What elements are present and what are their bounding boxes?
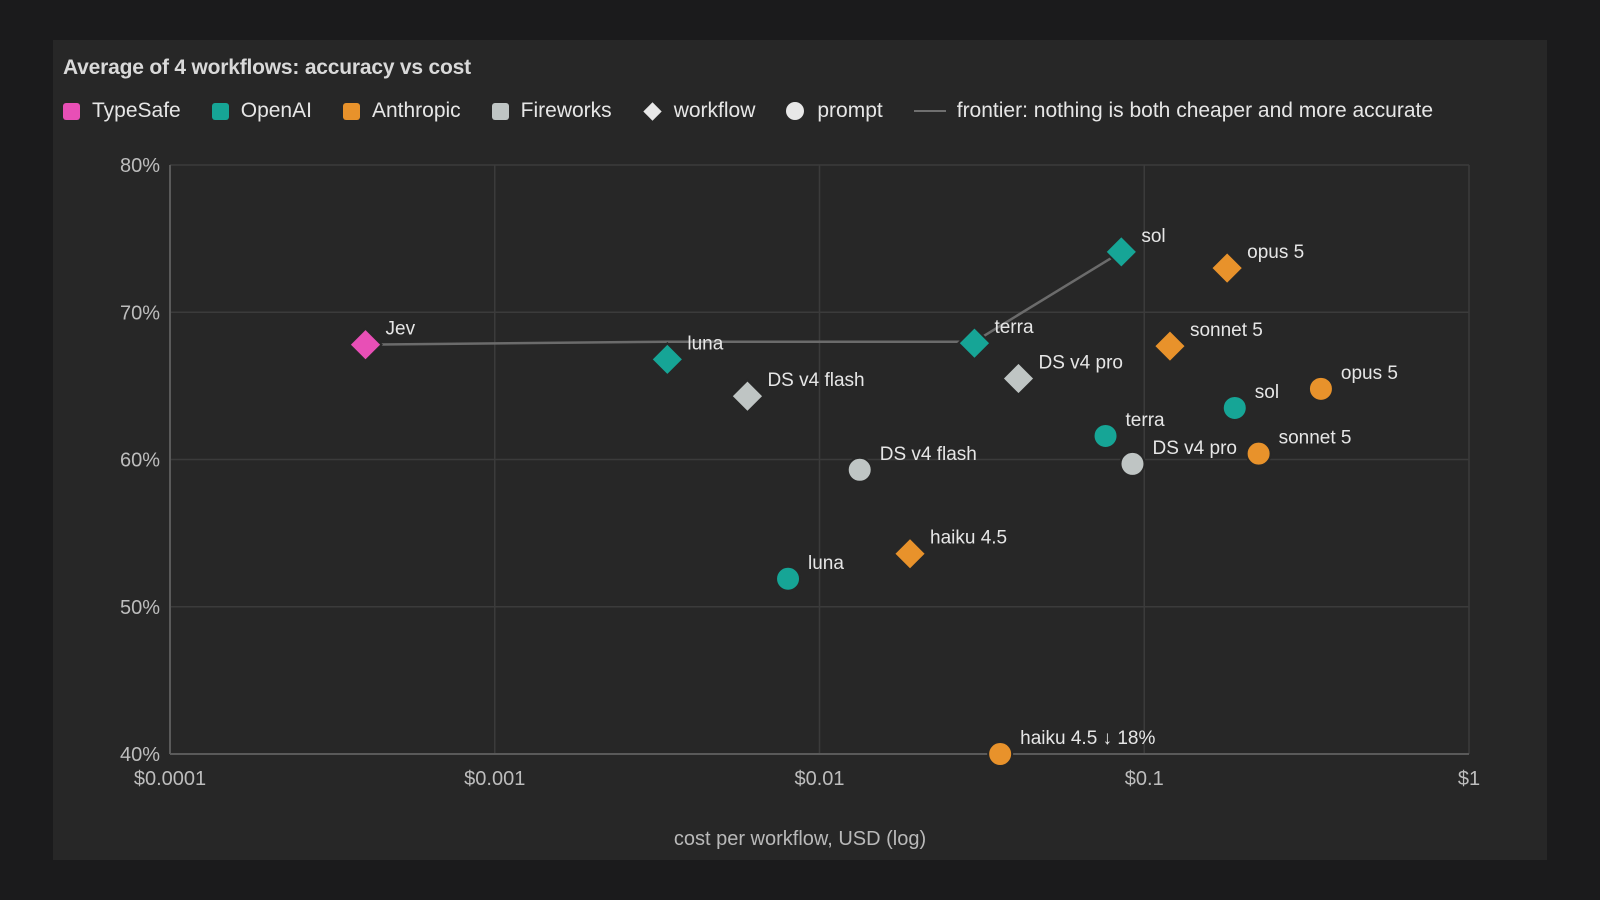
legend-item-openai: OpenAI [211, 99, 312, 123]
legend-swatch-anthropic [342, 102, 360, 120]
point-workflow [892, 536, 928, 572]
point-prompt [775, 565, 802, 592]
legend-label-anthropic: Anthropic [371, 99, 461, 122]
frontier-line [365, 250, 1122, 346]
point-label: luna [687, 333, 723, 354]
legend-label-workflow: workflow [673, 99, 756, 122]
legend-swatch-fireworks [491, 102, 509, 120]
point-prompt [846, 456, 873, 483]
legend-label-fireworks: Fireworks [520, 99, 612, 122]
x-tick-label: $0.001 [464, 768, 525, 790]
legend-item-typesafe: TypeSafe [63, 99, 181, 123]
point-workflow [649, 341, 685, 377]
legend-item-workflow: workflow [642, 99, 756, 123]
y-tick-label: 60% [120, 450, 160, 472]
y-tick-label: 50% [120, 597, 160, 619]
x-tick-label: $1 [1458, 768, 1480, 790]
x-tick-label: $0.01 [794, 768, 844, 790]
x-tick-label: $0.0001 [134, 768, 206, 790]
legend-label-prompt: prompt [817, 99, 883, 122]
point-prompt [1245, 440, 1272, 467]
point-label: haiku 4.5 ↓ 18% [1020, 728, 1155, 749]
scatter-plot: 40%50%60%70%80%$0.0001 $0.001 $0.01 $0.1 $1 … [120, 155, 1480, 790]
point-label: DS v4 pro [1152, 438, 1236, 459]
legend-swatch-openai [211, 102, 229, 120]
chart-legend: TypeSafe OpenAI Anthropic Fireworks work… [63, 99, 1433, 123]
point-workflow [957, 325, 992, 361]
point-label: sol [1141, 226, 1165, 247]
point-label: terra [1126, 410, 1166, 431]
chart-panel: Average of 4 workflows: accuracy vs cost… [53, 40, 1547, 860]
point-prompt [1307, 375, 1334, 402]
point-label: luna [808, 553, 844, 574]
point-label: terra [994, 317, 1033, 338]
legend-item-anthropic: Anthropic [342, 99, 461, 123]
x-axis-label: cost per workflow, USD (log) [673, 828, 927, 850]
point-workflow [1209, 250, 1245, 286]
chart-title: Average of 4 workflows: accuracy vs cost [63, 56, 471, 79]
y-tick-label: 40% [120, 744, 160, 766]
frontier-layer [365, 250, 1122, 346]
point-prompt [987, 741, 1014, 767]
point-workflow [1152, 328, 1188, 364]
axis-layer: 40% 50% 60% 70% 80% $0.0001 $0.001 $0.01 $0.1 $1 [120, 155, 1480, 790]
y-tick-label: 80% [120, 155, 160, 177]
point-prompt [1119, 450, 1146, 477]
point-workflow [348, 327, 383, 363]
legend-item-frontier: frontier: nothing is both cheaper and mo… [913, 99, 1434, 123]
circle-icon [786, 102, 805, 120]
legend-swatch-typesafe [63, 102, 80, 120]
legend-label-openai: OpenAI [240, 99, 312, 122]
point-label: DS v4 flash [767, 370, 864, 391]
x-tick-label: $0.1 [1125, 768, 1164, 790]
point-label: DS v4 flash [880, 444, 977, 465]
point-label: haiku 4.5 [930, 528, 1007, 549]
point-label: sol [1255, 382, 1279, 403]
legend-label-frontier: frontier: nothing is both cheaper and mo… [956, 99, 1434, 122]
y-tick-label: 70% [120, 302, 160, 324]
point-prompt [1092, 422, 1119, 449]
point-workflow [1103, 234, 1139, 270]
point-workflow [1001, 361, 1036, 396]
legend-item-fireworks: Fireworks [491, 99, 612, 123]
point-label: Jev [386, 319, 416, 340]
line-icon [913, 110, 946, 112]
point-label: DS v4 pro [1039, 353, 1123, 374]
point-layer: Jev luna DS v4 flash terra DS v4 pro sol opus … [348, 226, 1398, 767]
point-label: opus 5 [1247, 242, 1304, 263]
point-label: sonnet 5 [1279, 428, 1352, 449]
legend-item-prompt: prompt [786, 99, 883, 123]
point-label: opus 5 [1341, 363, 1398, 384]
legend-label-typesafe: TypeSafe [92, 99, 181, 122]
point-label: sonnet 5 [1190, 320, 1263, 341]
point-prompt [1221, 394, 1248, 421]
grid-layer [170, 164, 1470, 754]
point-workflow [730, 378, 765, 414]
